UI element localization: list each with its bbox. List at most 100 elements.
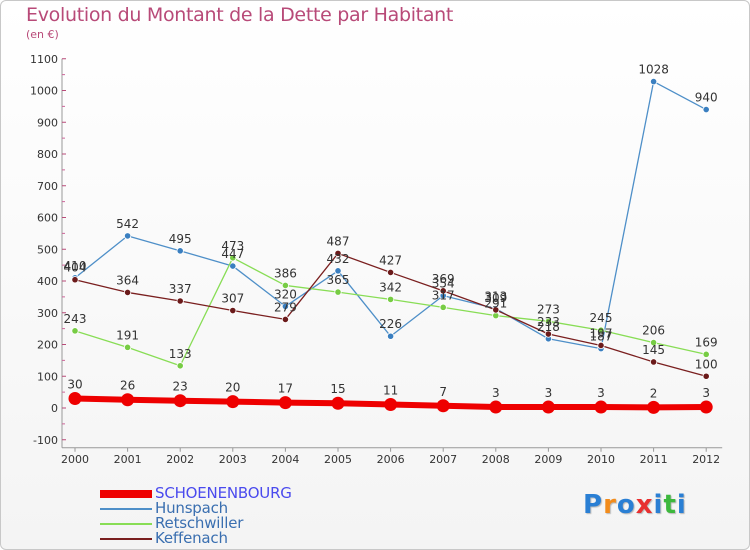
data-point-retschwiller	[702, 350, 710, 358]
data-label-retschwiller: 243	[64, 312, 87, 326]
data-label-schoenenbourg: 3	[545, 386, 553, 400]
data-point-schoenenbourg	[331, 396, 345, 410]
data-point-schoenenbourg	[436, 399, 450, 413]
legend-swatch	[100, 508, 152, 510]
logo-letter: i	[676, 490, 687, 520]
data-point-keffenach	[597, 341, 605, 350]
data-label-hunspach: 226	[379, 317, 402, 331]
data-point-schoenenbourg	[699, 400, 713, 414]
data-point-retschwiller	[281, 281, 289, 290]
data-label-retschwiller: 386	[274, 266, 297, 280]
data-point-retschwiller	[597, 326, 605, 334]
data-label-hunspach: 218	[537, 320, 560, 334]
data-label-retschwiller: 317	[432, 288, 455, 302]
data-point-keffenach	[334, 249, 342, 257]
data-point-keffenach	[544, 330, 553, 338]
data-label-schoenenbourg: 3	[597, 386, 605, 400]
y-tick-label: 1000	[30, 85, 58, 98]
data-point-schoenenbourg	[226, 395, 240, 409]
data-point-hunspach	[176, 247, 184, 255]
data-label-retschwiller: 245	[590, 311, 613, 325]
data-label-schoenenbourg: 15	[330, 382, 345, 396]
data-label-schoenenbourg: 2	[650, 386, 658, 400]
data-point-hunspach	[124, 232, 132, 240]
data-label-keffenach: 369	[432, 272, 455, 286]
data-label-retschwiller: 206	[642, 324, 665, 338]
data-label-retschwiller: 342	[379, 280, 402, 294]
data-point-keffenach	[702, 372, 710, 380]
y-tick-label: 100	[37, 370, 58, 383]
y-tick-label: 300	[37, 307, 58, 320]
data-label-retschwiller: 169	[695, 335, 718, 349]
data-point-hunspach	[649, 78, 658, 86]
legend-label: Keffenach	[155, 529, 228, 547]
data-point-keffenach	[649, 358, 658, 366]
data-point-retschwiller	[229, 254, 237, 262]
data-point-hunspach	[334, 267, 342, 275]
logo-letter: o	[616, 490, 636, 520]
data-point-schoenenbourg	[278, 396, 292, 410]
data-label-hunspach: 432	[327, 252, 350, 266]
y-tick-label: 400	[37, 275, 58, 288]
data-label-keffenach: 307	[221, 292, 244, 306]
data-point-retschwiller	[334, 288, 342, 296]
data-label-hunspach: 313	[484, 290, 507, 304]
data-point-retschwiller	[386, 295, 395, 304]
x-tick-label: 2003	[219, 453, 247, 466]
data-label-hunspach: 354	[432, 277, 455, 291]
data-label-schoenenbourg: 30	[67, 377, 82, 391]
y-tick-label: 0	[51, 402, 58, 415]
data-point-keffenach	[229, 306, 237, 315]
data-point-schoenenbourg	[68, 391, 82, 405]
data-point-keffenach	[281, 315, 289, 324]
data-label-hunspach: 495	[169, 232, 192, 246]
data-label-hunspach: 410	[64, 259, 87, 273]
data-label-schoenenbourg: 17	[278, 382, 293, 396]
data-point-hunspach	[229, 262, 237, 270]
data-label-schoenenbourg: 3	[702, 386, 710, 400]
data-label-hunspach: 1028	[638, 63, 669, 77]
data-label-keffenach: 279	[274, 300, 297, 314]
data-label-keffenach: 309	[484, 291, 507, 305]
data-label-schoenenbourg: 20	[225, 381, 240, 395]
data-label-hunspach: 542	[116, 217, 139, 231]
data-point-keffenach	[71, 276, 79, 284]
data-label-schoenenbourg: 23	[173, 380, 188, 394]
data-point-retschwiller	[544, 317, 553, 325]
data-point-keffenach	[439, 287, 447, 295]
legend-label: Hunspach	[155, 499, 228, 517]
y-tick-label: 200	[37, 339, 58, 352]
data-point-retschwiller	[649, 338, 658, 347]
y-tick-label: -100	[33, 434, 58, 447]
y-tick-label: 500	[37, 243, 58, 256]
x-tick-label: 2006	[377, 453, 405, 466]
data-label-schoenenbourg: 11	[383, 384, 398, 398]
chart-title: Evolution du Montant de la Dette par Hab…	[26, 4, 454, 26]
data-label-hunspach: 940	[695, 91, 718, 105]
x-tick-label: 2009	[534, 453, 562, 466]
legend-label: Retschwiller	[155, 514, 244, 532]
data-point-retschwiller	[71, 327, 79, 335]
data-point-retschwiller	[439, 303, 447, 311]
data-point-schoenenbourg	[121, 393, 135, 407]
data-label-retschwiller: 273	[537, 302, 560, 316]
data-label-retschwiller: 191	[116, 328, 139, 342]
x-tick-label: 2008	[482, 453, 510, 466]
y-tick-label: 600	[37, 212, 58, 225]
y-tick-label: 1100	[30, 53, 58, 66]
data-point-schoenenbourg	[647, 400, 661, 414]
logo-letter: P	[583, 490, 604, 520]
data-label-retschwiller: 291	[484, 297, 507, 311]
logo-letter: t	[663, 490, 677, 520]
data-label-retschwiller: 133	[169, 347, 192, 361]
data-point-hunspach	[281, 302, 289, 310]
legend-swatch	[100, 490, 152, 498]
data-point-schoenenbourg	[489, 400, 503, 414]
data-point-hunspach	[386, 332, 395, 340]
data-point-retschwiller	[124, 343, 132, 351]
data-label-hunspach: 447	[221, 247, 244, 261]
chart-subtitle: (en €)	[26, 28, 59, 41]
data-label-hunspach: 187	[590, 330, 613, 344]
